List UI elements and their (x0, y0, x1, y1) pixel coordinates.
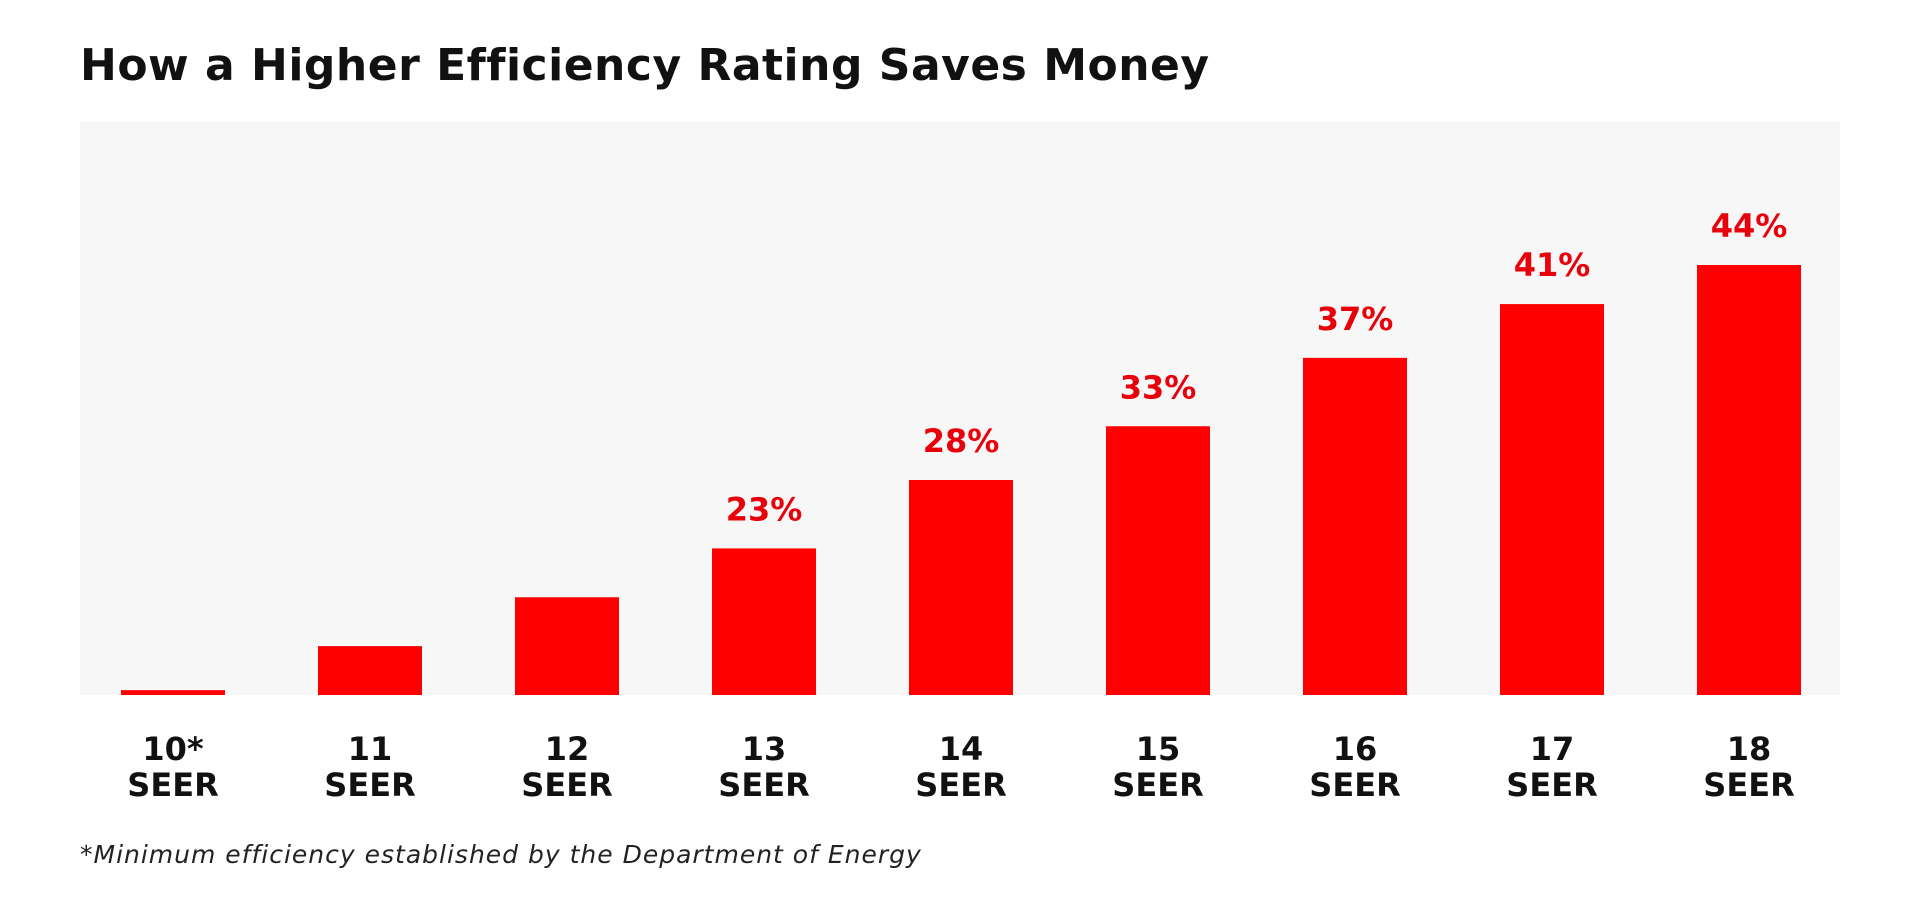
bar (515, 597, 619, 695)
category-label-line1: 10* (142, 730, 204, 768)
bars (121, 265, 1801, 695)
chart-footnote: *Minimum efficiency established by the D… (80, 840, 922, 869)
category-label: 16 SEER (1309, 730, 1400, 804)
category-label: 13 SEER (718, 730, 809, 804)
category-label-line1: 18 (1727, 730, 1772, 768)
category-label-line1: 17 (1530, 730, 1575, 768)
category-label-line1: 13 (742, 730, 787, 768)
category-label: 11 SEER (324, 730, 415, 804)
category-label-line1: 16 (1333, 730, 1378, 768)
bar (1697, 265, 1801, 695)
category-label-line2: SEER (718, 766, 809, 804)
value-labels: 23% 28% 33% 37% 41% 44% (726, 207, 1788, 528)
category-label: 15 SEER (1112, 730, 1203, 804)
bar (318, 646, 422, 695)
bar (909, 480, 1013, 695)
category-label: 18 SEER (1703, 730, 1794, 804)
category-label-line2: SEER (1506, 766, 1597, 804)
category-label-line2: SEER (1112, 766, 1203, 804)
bar-value-label: 41% (1514, 246, 1591, 284)
category-label-line2: SEER (324, 766, 415, 804)
category-label-line1: 15 (1136, 730, 1181, 768)
category-label-line1: 14 (939, 730, 984, 768)
bar (1106, 426, 1210, 695)
category-label-line1: 12 (545, 730, 590, 768)
category-label-line2: SEER (1309, 766, 1400, 804)
category-label-line1: 11 (348, 730, 393, 768)
bar-value-label: 23% (726, 490, 803, 528)
category-label: 17 SEER (1506, 730, 1597, 804)
category-label-line2: SEER (127, 766, 218, 804)
bar (1303, 357, 1407, 695)
bar-value-label: 37% (1317, 300, 1394, 338)
bar-value-label: 44% (1711, 207, 1788, 245)
bar (1500, 304, 1604, 695)
category-label: 14 SEER (915, 730, 1006, 804)
category-label: 10* SEER (127, 730, 218, 804)
category-label-line2: SEER (521, 766, 612, 804)
chart-title: How a Higher Efficiency Rating Saves Mon… (80, 40, 1210, 91)
bar (712, 548, 816, 695)
bar-value-label: 33% (1120, 368, 1197, 406)
category-label-line2: SEER (1703, 766, 1794, 804)
bar-value-label: 28% (923, 422, 1000, 460)
bar (121, 690, 225, 695)
category-label: 12 SEER (521, 730, 612, 804)
category-label-line2: SEER (915, 766, 1006, 804)
